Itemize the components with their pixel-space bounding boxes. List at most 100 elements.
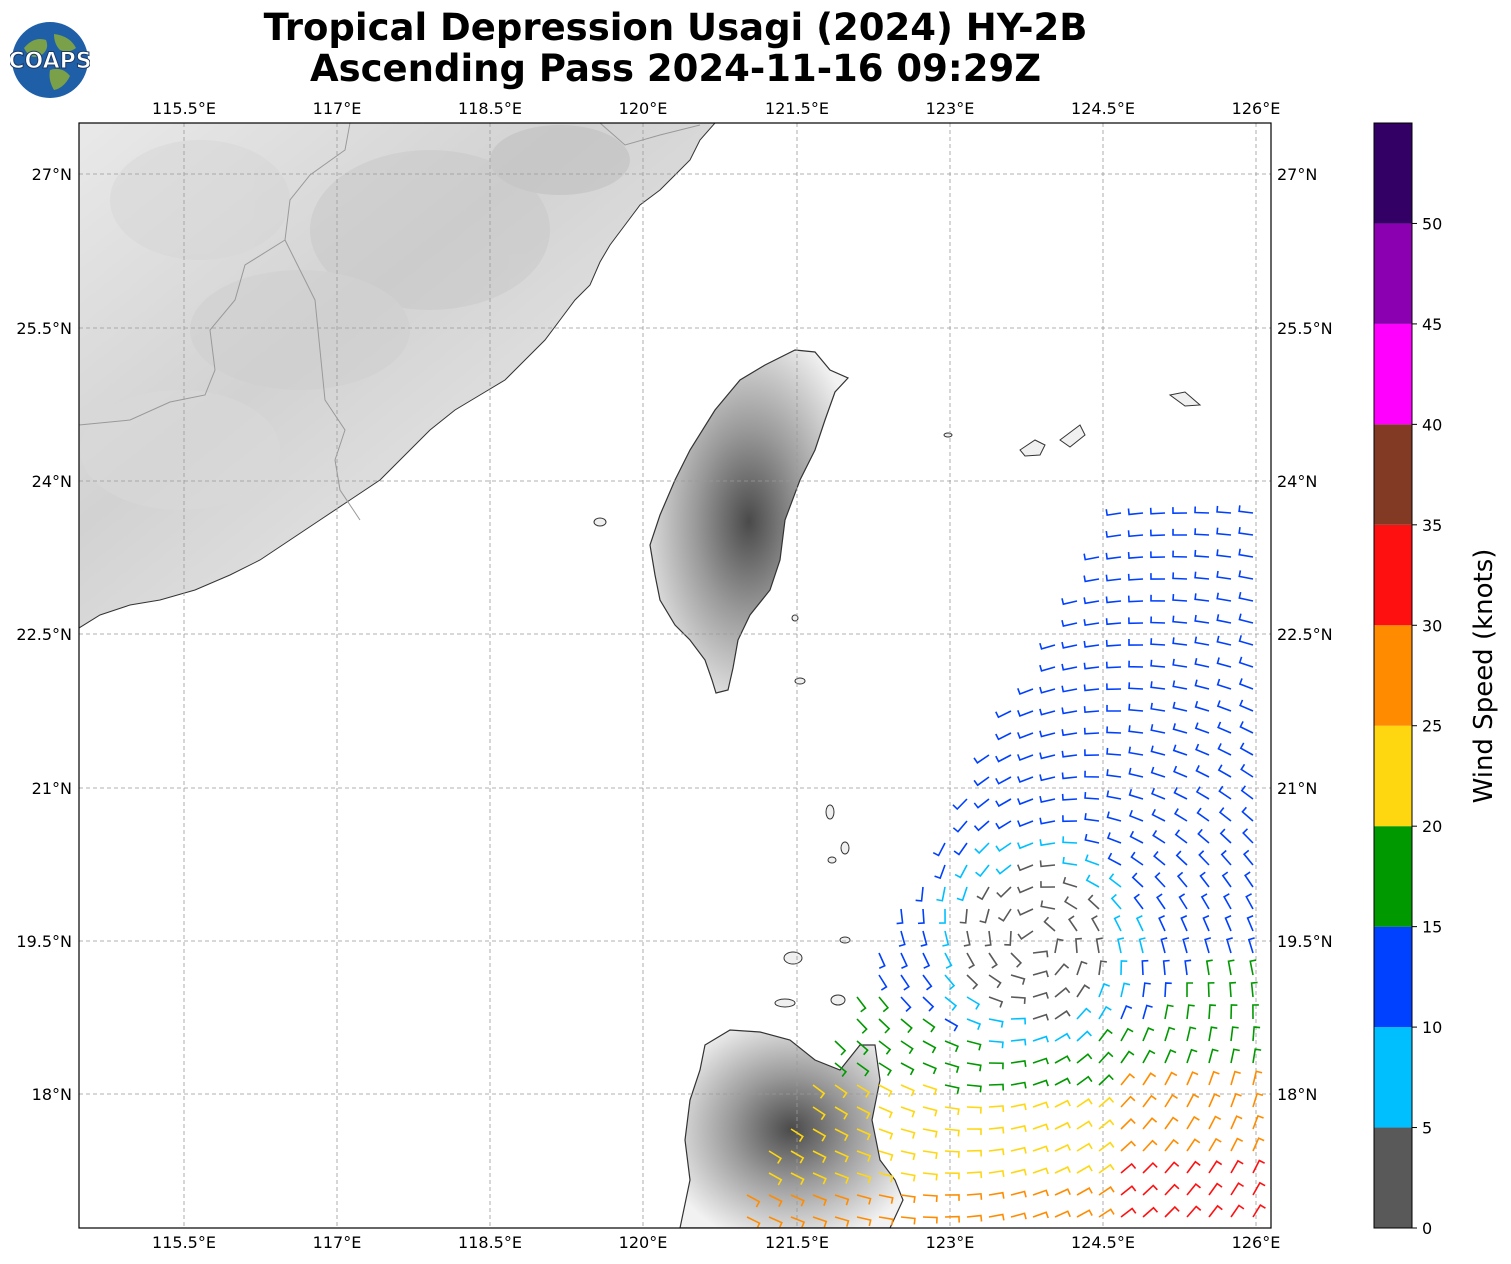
wind-barb — [1076, 1075, 1093, 1086]
wind-barb — [900, 1194, 916, 1203]
wind-barb — [1010, 1125, 1027, 1132]
wind-barb — [988, 1148, 1005, 1156]
wind-barb — [1098, 1051, 1114, 1064]
colorbar-bin — [1374, 1127, 1412, 1228]
wind-barb — [1208, 1137, 1222, 1152]
wind-barb — [834, 1106, 849, 1120]
wind-barb — [1194, 593, 1210, 602]
wind-barb — [1061, 729, 1078, 737]
colorbar-bin — [1374, 524, 1412, 626]
colorbar-tick-label: 45 — [1422, 315, 1442, 334]
wind-barb — [1032, 950, 1049, 958]
wind-barb — [1004, 930, 1012, 946]
wind-barb — [1105, 574, 1122, 582]
wind-barb — [1239, 742, 1254, 756]
wind-barb — [1164, 1116, 1179, 1130]
wind-barb — [878, 1084, 893, 1098]
colorbar-tick-label: 25 — [1422, 717, 1442, 736]
wind-barb — [1164, 1004, 1174, 1020]
wind-barb — [966, 1018, 982, 1031]
wind-barb — [1186, 1160, 1201, 1174]
wind-barb — [988, 952, 998, 969]
wind-barb — [1120, 982, 1131, 998]
wind-barb — [1164, 1205, 1180, 1218]
wind-barb — [1164, 1094, 1178, 1108]
wind-barb — [1054, 1188, 1071, 1196]
wind-barb — [812, 1216, 828, 1228]
wind-barb — [1242, 828, 1254, 844]
lat-tick: 27°N — [32, 165, 72, 184]
wind-barb — [1208, 1115, 1222, 1130]
wind-barb — [1172, 594, 1188, 602]
lon-tick: 120°E — [619, 99, 668, 118]
wind-barb — [1098, 1186, 1115, 1196]
wind-barb — [995, 732, 1012, 741]
wind-barb — [922, 1062, 937, 1075]
lon-tick: 121.5°E — [765, 1233, 829, 1252]
wind-barb — [1084, 749, 1100, 757]
wind-barb — [1252, 1048, 1262, 1064]
wind-barb — [966, 1149, 982, 1157]
wind-barb — [1230, 1115, 1243, 1130]
wind-barb — [1154, 872, 1166, 888]
wind-barb — [1150, 638, 1166, 646]
wind-barb — [1186, 1048, 1198, 1064]
wind-barb — [1083, 706, 1100, 714]
wind-barb — [1196, 807, 1210, 822]
wind-barb — [1164, 1161, 1180, 1174]
wind-barb — [922, 1194, 938, 1202]
wind-barb — [1204, 937, 1212, 954]
wind-barb — [1164, 1138, 1179, 1152]
wind-barb — [1017, 688, 1034, 695]
wind-barb — [1032, 1145, 1049, 1153]
wind-barb — [1195, 786, 1210, 800]
wind-barb — [995, 798, 1012, 808]
wind-barb — [944, 974, 956, 991]
wind-barb — [1245, 893, 1254, 910]
wind-barb — [1098, 1096, 1115, 1108]
wind-barb — [1032, 1057, 1049, 1065]
wind-barb — [1095, 937, 1103, 954]
wind-barb — [988, 1105, 1005, 1112]
wind-barb — [1105, 530, 1122, 538]
wind-barb — [995, 820, 1012, 830]
wind-barb — [1142, 1139, 1158, 1152]
wind-barb — [973, 798, 990, 809]
wind-barb — [1098, 1074, 1114, 1086]
wind-barb — [1208, 1004, 1217, 1020]
colorbar-tick-label: 0 — [1422, 1219, 1432, 1238]
wind-barb — [1142, 1161, 1158, 1174]
wind-barb — [1230, 1026, 1239, 1042]
wind-barb — [1017, 908, 1034, 916]
colorbar-tick-label: 50 — [1422, 214, 1442, 233]
wind-barb — [1106, 726, 1122, 734]
wind-barb — [1054, 938, 1064, 954]
wind-barb — [1194, 679, 1210, 690]
wind-barb — [1207, 981, 1215, 998]
wind-barb — [996, 886, 1012, 898]
wind-barb — [900, 1018, 913, 1034]
wind-barb — [1127, 530, 1144, 538]
wind-barb — [1205, 959, 1213, 976]
wind-barb — [1106, 704, 1122, 712]
wind-barb — [944, 1106, 960, 1116]
wind-barb — [1054, 1077, 1071, 1086]
wind-barb — [856, 1062, 870, 1077]
wind-barb — [1032, 1035, 1049, 1043]
wind-barb — [1194, 722, 1210, 734]
wind-barb — [1208, 1182, 1223, 1196]
wind-barb — [856, 1216, 872, 1227]
wind-barb — [878, 1172, 894, 1183]
wind-barb — [1142, 1072, 1157, 1086]
wind-barb — [1039, 730, 1056, 738]
wind-barb — [856, 1150, 872, 1162]
wind-barb — [878, 1216, 894, 1226]
wind-barb — [1194, 571, 1210, 580]
wind-barb — [1221, 871, 1232, 888]
wind-barb — [878, 1018, 891, 1034]
wind-barbs — [746, 505, 1266, 1228]
wind-barb — [1194, 614, 1210, 624]
bottom-lon-ticks: 115.5°E 117°E 118.5°E 120°E 121.5°E 123°… — [152, 1233, 1280, 1252]
lon-tick: 124.5°E — [1071, 1233, 1135, 1252]
wind-barb — [1108, 873, 1122, 888]
